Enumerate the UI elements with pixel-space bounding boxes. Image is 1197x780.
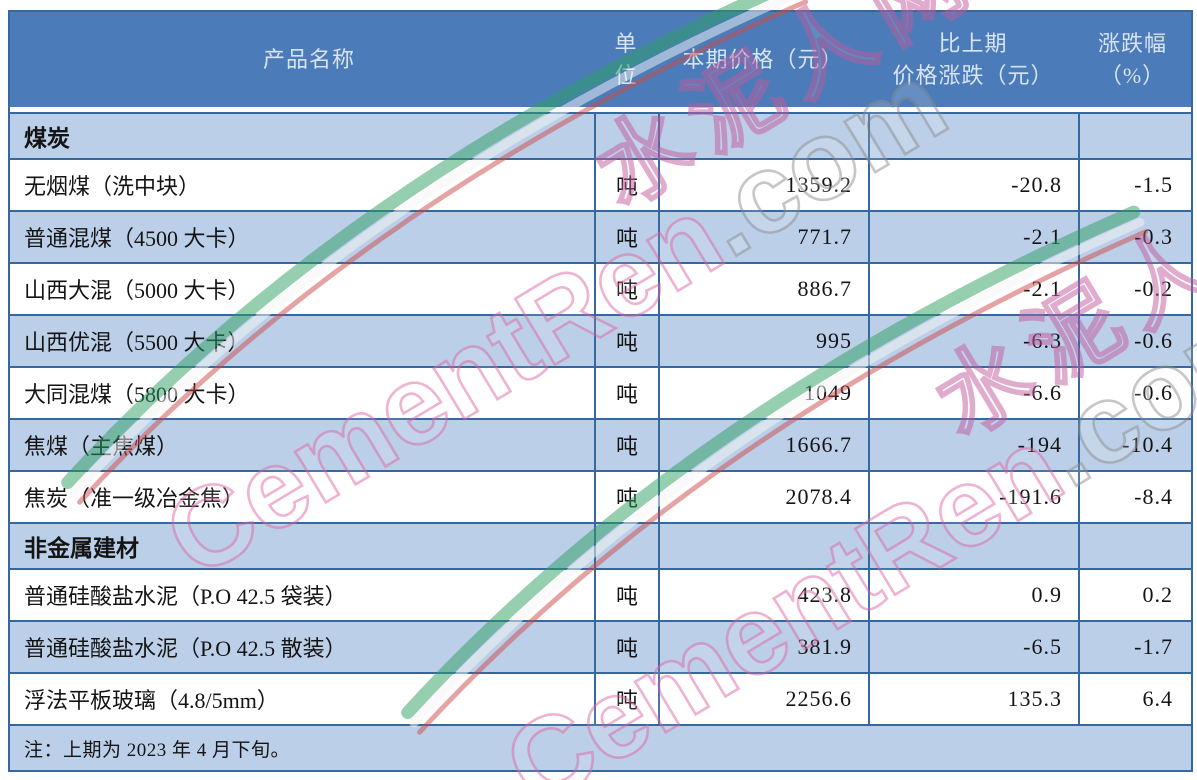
product-name-cell: 普通硅酸盐水泥（P.O 42.5 袋装）: [24, 584, 347, 609]
unit-cell: 吨: [594, 472, 658, 522]
unit-cell: 吨: [594, 420, 658, 470]
table-row: 无烟煤（洗中块） 吨 1359.2 -20.8 -1.5: [10, 158, 1191, 210]
unit-cell: 吨: [594, 570, 658, 620]
product-name-cell: 普通硅酸盐水泥（P.O 42.5 散装）: [24, 636, 347, 661]
pct-cell: 0.2: [1078, 570, 1187, 620]
unit-cell: 吨: [594, 316, 658, 366]
product-name-cell: 山西优混（5500 大卡）: [24, 330, 250, 355]
col-header-product: 产品名称: [10, 12, 594, 107]
change-cell: -6.3: [868, 316, 1078, 366]
table-row: 焦炭（准一级冶金焦） 吨 2078.4 -191.6 -8.4: [10, 470, 1191, 522]
section-row-building-materials: 非金属建材: [10, 522, 1191, 568]
pct-cell: -0.3: [1078, 212, 1187, 262]
col-header-price: 本期价格（元）: [682, 46, 844, 72]
change-cell: -194: [868, 420, 1078, 470]
unit-cell: 吨: [594, 212, 658, 262]
product-name-cell: 山西大混（5000 大卡）: [24, 278, 250, 303]
change-cell: -6.5: [868, 622, 1078, 672]
col-header-pct: 涨跌幅 （%）: [1097, 31, 1167, 88]
pct-cell: [1078, 524, 1187, 568]
unit-cell: [594, 114, 658, 158]
table-row: 普通硅酸盐水泥（P.O 42.5 散装） 吨 381.9 -6.5 -1.7: [10, 620, 1191, 672]
price-cell: 2078.4: [658, 472, 868, 522]
pct-cell: -1.5: [1078, 160, 1187, 210]
change-cell: -2.1: [868, 212, 1078, 262]
table-row: 普通硅酸盐水泥（P.O 42.5 袋装） 吨 423.8 0.9 0.2: [10, 568, 1191, 620]
unit-cell: 吨: [594, 622, 658, 672]
price-cell: 1049: [658, 368, 868, 418]
price-cell: 1666.7: [658, 420, 868, 470]
change-cell: 0.9: [868, 570, 1078, 620]
table-row: 大同混煤（5800 大卡） 吨 1049 -6.6 -0.6: [10, 366, 1191, 418]
table-row: 浮法平板玻璃（4.8/5mm） 吨 2256.6 135.3 6.4: [10, 672, 1191, 724]
price-cell: 381.9: [658, 622, 868, 672]
product-name-cell: 焦炭（准一级冶金焦）: [24, 486, 245, 511]
footnote-text: 注：上期为 2023 年 4 月下旬。: [24, 739, 291, 761]
table-row: 普通混煤（4500 大卡） 吨 771.7 -2.1 -0.3: [10, 210, 1191, 262]
pct-cell: -1.7: [1078, 622, 1187, 672]
change-cell: 135.3: [868, 674, 1078, 724]
price-cell: 1359.2: [658, 160, 868, 210]
change-cell: -2.1: [868, 264, 1078, 314]
product-name-cell: 浮法平板玻璃（4.8/5mm）: [24, 688, 279, 713]
price-cell: 995: [658, 316, 868, 366]
pct-cell: [1078, 114, 1187, 158]
pct-cell: -8.4: [1078, 472, 1187, 522]
section-row-coal: 煤炭: [10, 112, 1191, 158]
unit-cell: 吨: [594, 368, 658, 418]
table-row: 山西大混（5000 大卡） 吨 886.7 -2.1 -0.2: [10, 262, 1191, 314]
table-row: 山西优混（5500 大卡） 吨 995 -6.3 -0.6: [10, 314, 1191, 366]
product-name-cell: 焦煤（主焦煤）: [24, 434, 179, 459]
product-name-cell: 大同混煤（5800 大卡）: [24, 382, 250, 407]
unit-cell: [594, 524, 658, 568]
price-cell: [658, 524, 868, 568]
change-cell: [868, 524, 1078, 568]
pct-cell: -0.6: [1078, 368, 1187, 418]
unit-cell: 吨: [594, 674, 658, 724]
pct-cell: -0.2: [1078, 264, 1187, 314]
section-label: 非金属建材: [24, 536, 139, 561]
table-header-row: 产品名称 单 位 本期价格（元） 比上期 价格涨跌（元） 涨跌幅 （%）: [10, 12, 1191, 107]
change-cell: -6.6: [868, 368, 1078, 418]
product-name-cell: 普通混煤（4500 大卡）: [24, 226, 250, 251]
price-cell: 423.8: [658, 570, 868, 620]
change-cell: [868, 114, 1078, 158]
pct-cell: -10.4: [1078, 420, 1187, 470]
col-header-change: 比上期 价格涨跌（元）: [892, 31, 1054, 88]
product-name-cell: 无烟煤（洗中块）: [24, 174, 201, 199]
footnote-row: 注：上期为 2023 年 4 月下旬。: [10, 724, 1191, 770]
change-cell: -20.8: [868, 160, 1078, 210]
price-table: 产品名称 单 位 本期价格（元） 比上期 价格涨跌（元） 涨跌幅 （%） 煤炭: [8, 10, 1193, 772]
price-cell: 771.7: [658, 212, 868, 262]
pct-cell: 6.4: [1078, 674, 1187, 724]
section-label: 煤炭: [24, 126, 70, 151]
change-cell: -191.6: [868, 472, 1078, 522]
unit-cell: 吨: [594, 160, 658, 210]
col-header-unit: 单 位: [614, 31, 638, 88]
unit-cell: 吨: [594, 264, 658, 314]
table-row: 焦煤（主焦煤） 吨 1666.7 -194 -10.4: [10, 418, 1191, 470]
price-cell: [658, 114, 868, 158]
pct-cell: -0.6: [1078, 316, 1187, 366]
price-cell: 886.7: [658, 264, 868, 314]
price-cell: 2256.6: [658, 674, 868, 724]
col-header-product-label: 产品名称: [262, 46, 355, 72]
